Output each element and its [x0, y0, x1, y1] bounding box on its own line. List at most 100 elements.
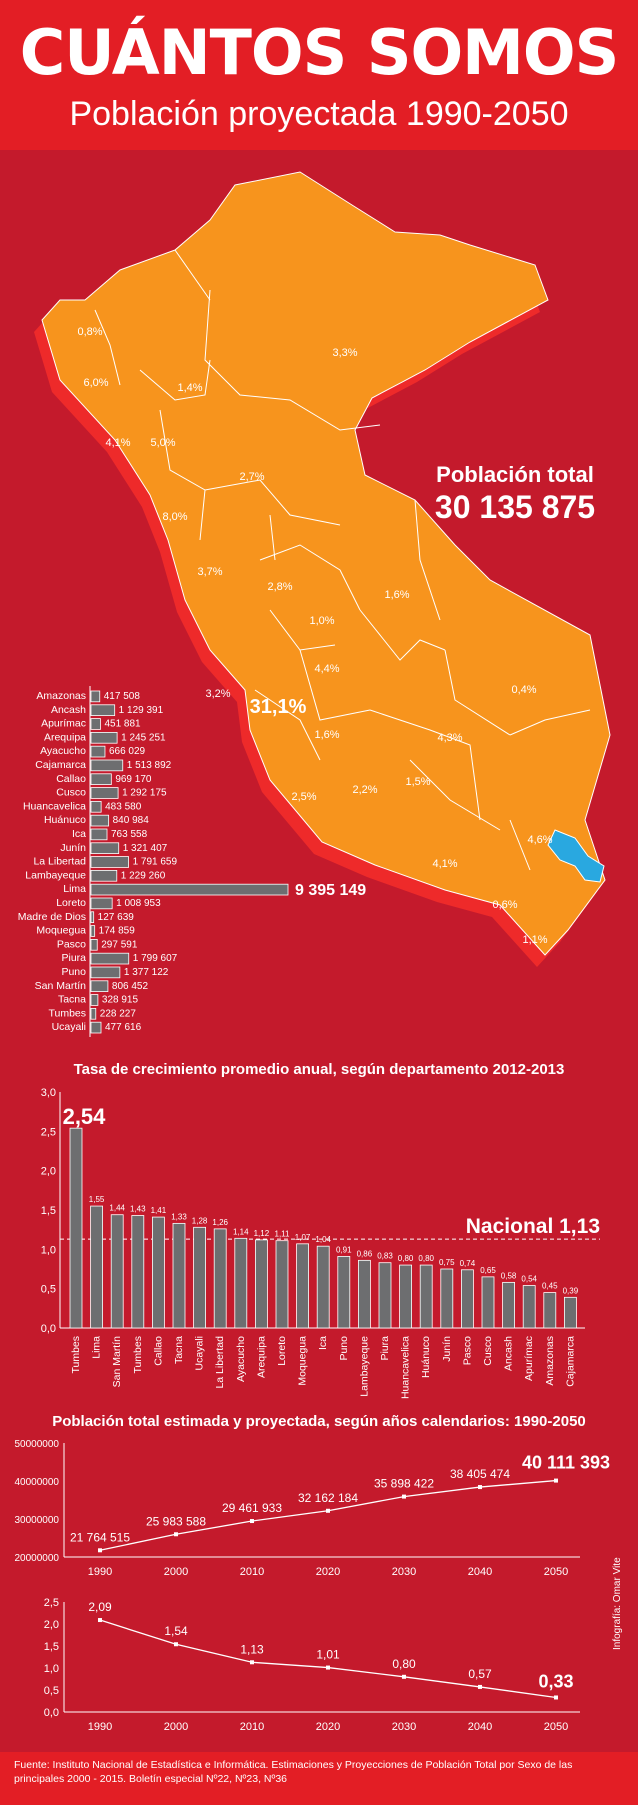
vbar-bar	[213, 1228, 227, 1329]
vbar-category-label: Cajamarca	[564, 1336, 576, 1387]
line-y-tick: 0,5	[44, 1685, 59, 1697]
region-percent-label: 0,4%	[511, 684, 536, 696]
vbar-value-label: 0,86	[357, 1249, 373, 1258]
hbar-bar	[90, 897, 113, 910]
vbar-value-label: 1,11	[275, 1230, 291, 1239]
hbar-category-label: Arequipa	[44, 731, 86, 743]
peru-map	[34, 171, 611, 967]
vbar-category-label: Cusco	[482, 1336, 494, 1366]
vbar-y-tick: 0,5	[41, 1284, 56, 1296]
region-percent-label: 2,2%	[352, 784, 377, 796]
source-footer: Fuente: Instituto Nacional de Estadístic…	[0, 1752, 638, 1805]
region-percent-label: 4,1%	[105, 437, 130, 449]
line-value-label: 35 898 422	[374, 1477, 434, 1491]
hbar-value-label: 127 639	[98, 912, 135, 923]
line-value-label: 21 764 515	[70, 1530, 130, 1544]
hbar-value-label: 1 008 953	[116, 898, 161, 909]
vbar-category-label: Lima	[91, 1336, 103, 1359]
vbar-category-label: Tumbes	[70, 1336, 82, 1374]
hbar-value-label: 9 395 149	[295, 882, 366, 899]
region-percent-label: 1,6%	[314, 729, 339, 741]
vbar-bar	[440, 1268, 454, 1329]
line-point	[326, 1508, 330, 1513]
vbar-category-label: Pasco	[461, 1336, 473, 1365]
hbar-category-label: Moquegua	[36, 925, 86, 937]
hbar-value-label: 483 580	[105, 801, 142, 812]
line-y-tick: 1,0	[44, 1663, 59, 1675]
hbar-category-label: Ica	[72, 828, 86, 840]
vbar-value-label: 1,55	[89, 1195, 105, 1204]
line-x-tick: 2050	[544, 1721, 568, 1733]
hbar-bar	[90, 773, 112, 785]
line-y-tick: 30000000	[15, 1515, 60, 1526]
hbar-bar	[90, 745, 106, 758]
line-x-tick: 2010	[240, 1721, 264, 1733]
growth-rate-bar-chart: 0,0 0,5 1,0 1,5 2,0 2,5 3,0 Nacional 1,13 2,54 Tu…	[41, 1087, 600, 1399]
population-bar-chart: Amazonas 417 508 Ancash 1 129 391 Apurímac 45…	[18, 686, 366, 1037]
vbar-bar	[378, 1262, 392, 1329]
line-point	[326, 1665, 330, 1670]
vbar-value-label: 0,91	[336, 1245, 352, 1254]
header: CUÁNTOS SOMOS Población proyectada 1990-…	[0, 0, 638, 150]
hbar-category-label: Puno	[61, 966, 86, 978]
vbar-bar	[316, 1245, 330, 1329]
vbar-value-label: 1,33	[171, 1212, 187, 1221]
line-x-tick: 2000	[164, 1721, 188, 1733]
line-point	[402, 1494, 406, 1499]
vbar-value-label: 1,12	[254, 1229, 270, 1238]
map-body	[41, 171, 611, 956]
vbar-bar	[234, 1237, 248, 1329]
hbar-bar	[90, 814, 110, 827]
vbar-value-label: 0,74	[460, 1259, 476, 1268]
hbar-category-label: Loreto	[56, 897, 86, 909]
hbar-bar	[90, 980, 109, 992]
region-percent-label: 4,4%	[314, 663, 339, 675]
region-percent-label: 1,4%	[177, 382, 202, 394]
hbar-value-label: 328 915	[102, 995, 139, 1006]
line-value-label: 1,54	[164, 1624, 188, 1638]
vbar-y-tick: 2,5	[41, 1126, 56, 1138]
hbar-category-label: Huánuco	[44, 814, 86, 826]
hbar-category-label: Lambayeque	[25, 869, 86, 881]
line-point	[174, 1532, 178, 1537]
hbar-category-label: Huancavelica	[23, 800, 86, 812]
line-value-label: 38 405 474	[450, 1467, 510, 1481]
hbar-bar	[90, 718, 101, 730]
page-title: CUÁNTOS SOMOS	[19, 16, 619, 89]
vbar-category-label: Tumbes	[132, 1336, 144, 1374]
vbar-category-label: Ucayali	[194, 1336, 206, 1370]
vbar-category-label: Piura	[379, 1336, 391, 1361]
region-percent-label: 1,0%	[309, 615, 334, 627]
hbar-bar	[90, 690, 101, 703]
vbar-category-label: Moquegua	[297, 1336, 309, 1386]
line-y-tick: 1,5	[44, 1641, 59, 1653]
total-population-label: Población total	[436, 462, 594, 487]
hbar-bar	[90, 856, 129, 868]
vbar-bar	[151, 1216, 165, 1329]
vbar-value-label: 0,65	[480, 1266, 496, 1275]
line-value-label: 1,13	[240, 1642, 264, 1656]
hbar-value-label: 666 029	[109, 746, 146, 757]
vbar-category-label: Ica	[317, 1336, 329, 1350]
line-point	[478, 1485, 482, 1490]
region-percent-label: 4,1%	[432, 858, 457, 870]
hbar-category-label: Pasco	[57, 938, 86, 950]
line-value-label: 29 461 933	[222, 1501, 282, 1515]
vbar-value-label: 0,58	[501, 1271, 517, 1280]
region-percent-label: 3,2%	[205, 688, 230, 700]
hbar-bar	[90, 870, 118, 882]
region-percent-label: 6,0%	[83, 377, 108, 389]
hbar-value-label: 969 170	[115, 774, 152, 785]
hbar-category-label: Amazonas	[36, 690, 86, 702]
hbar-value-label: 1 321 407	[123, 843, 168, 854]
line-x-tick: 2030	[392, 1721, 416, 1733]
vbar-bar	[296, 1243, 310, 1329]
region-percent-label: 3,3%	[332, 347, 357, 359]
hbar-value-label: 1 292 175	[122, 788, 167, 799]
region-percent-label: 4,3%	[437, 732, 462, 744]
hbar-value-label: 840 984	[113, 815, 150, 826]
vbar-bar	[337, 1256, 351, 1329]
line-point	[478, 1684, 482, 1689]
line-y-tick: 40000000	[15, 1477, 60, 1488]
region-percent-label: 2,5%	[291, 791, 316, 803]
